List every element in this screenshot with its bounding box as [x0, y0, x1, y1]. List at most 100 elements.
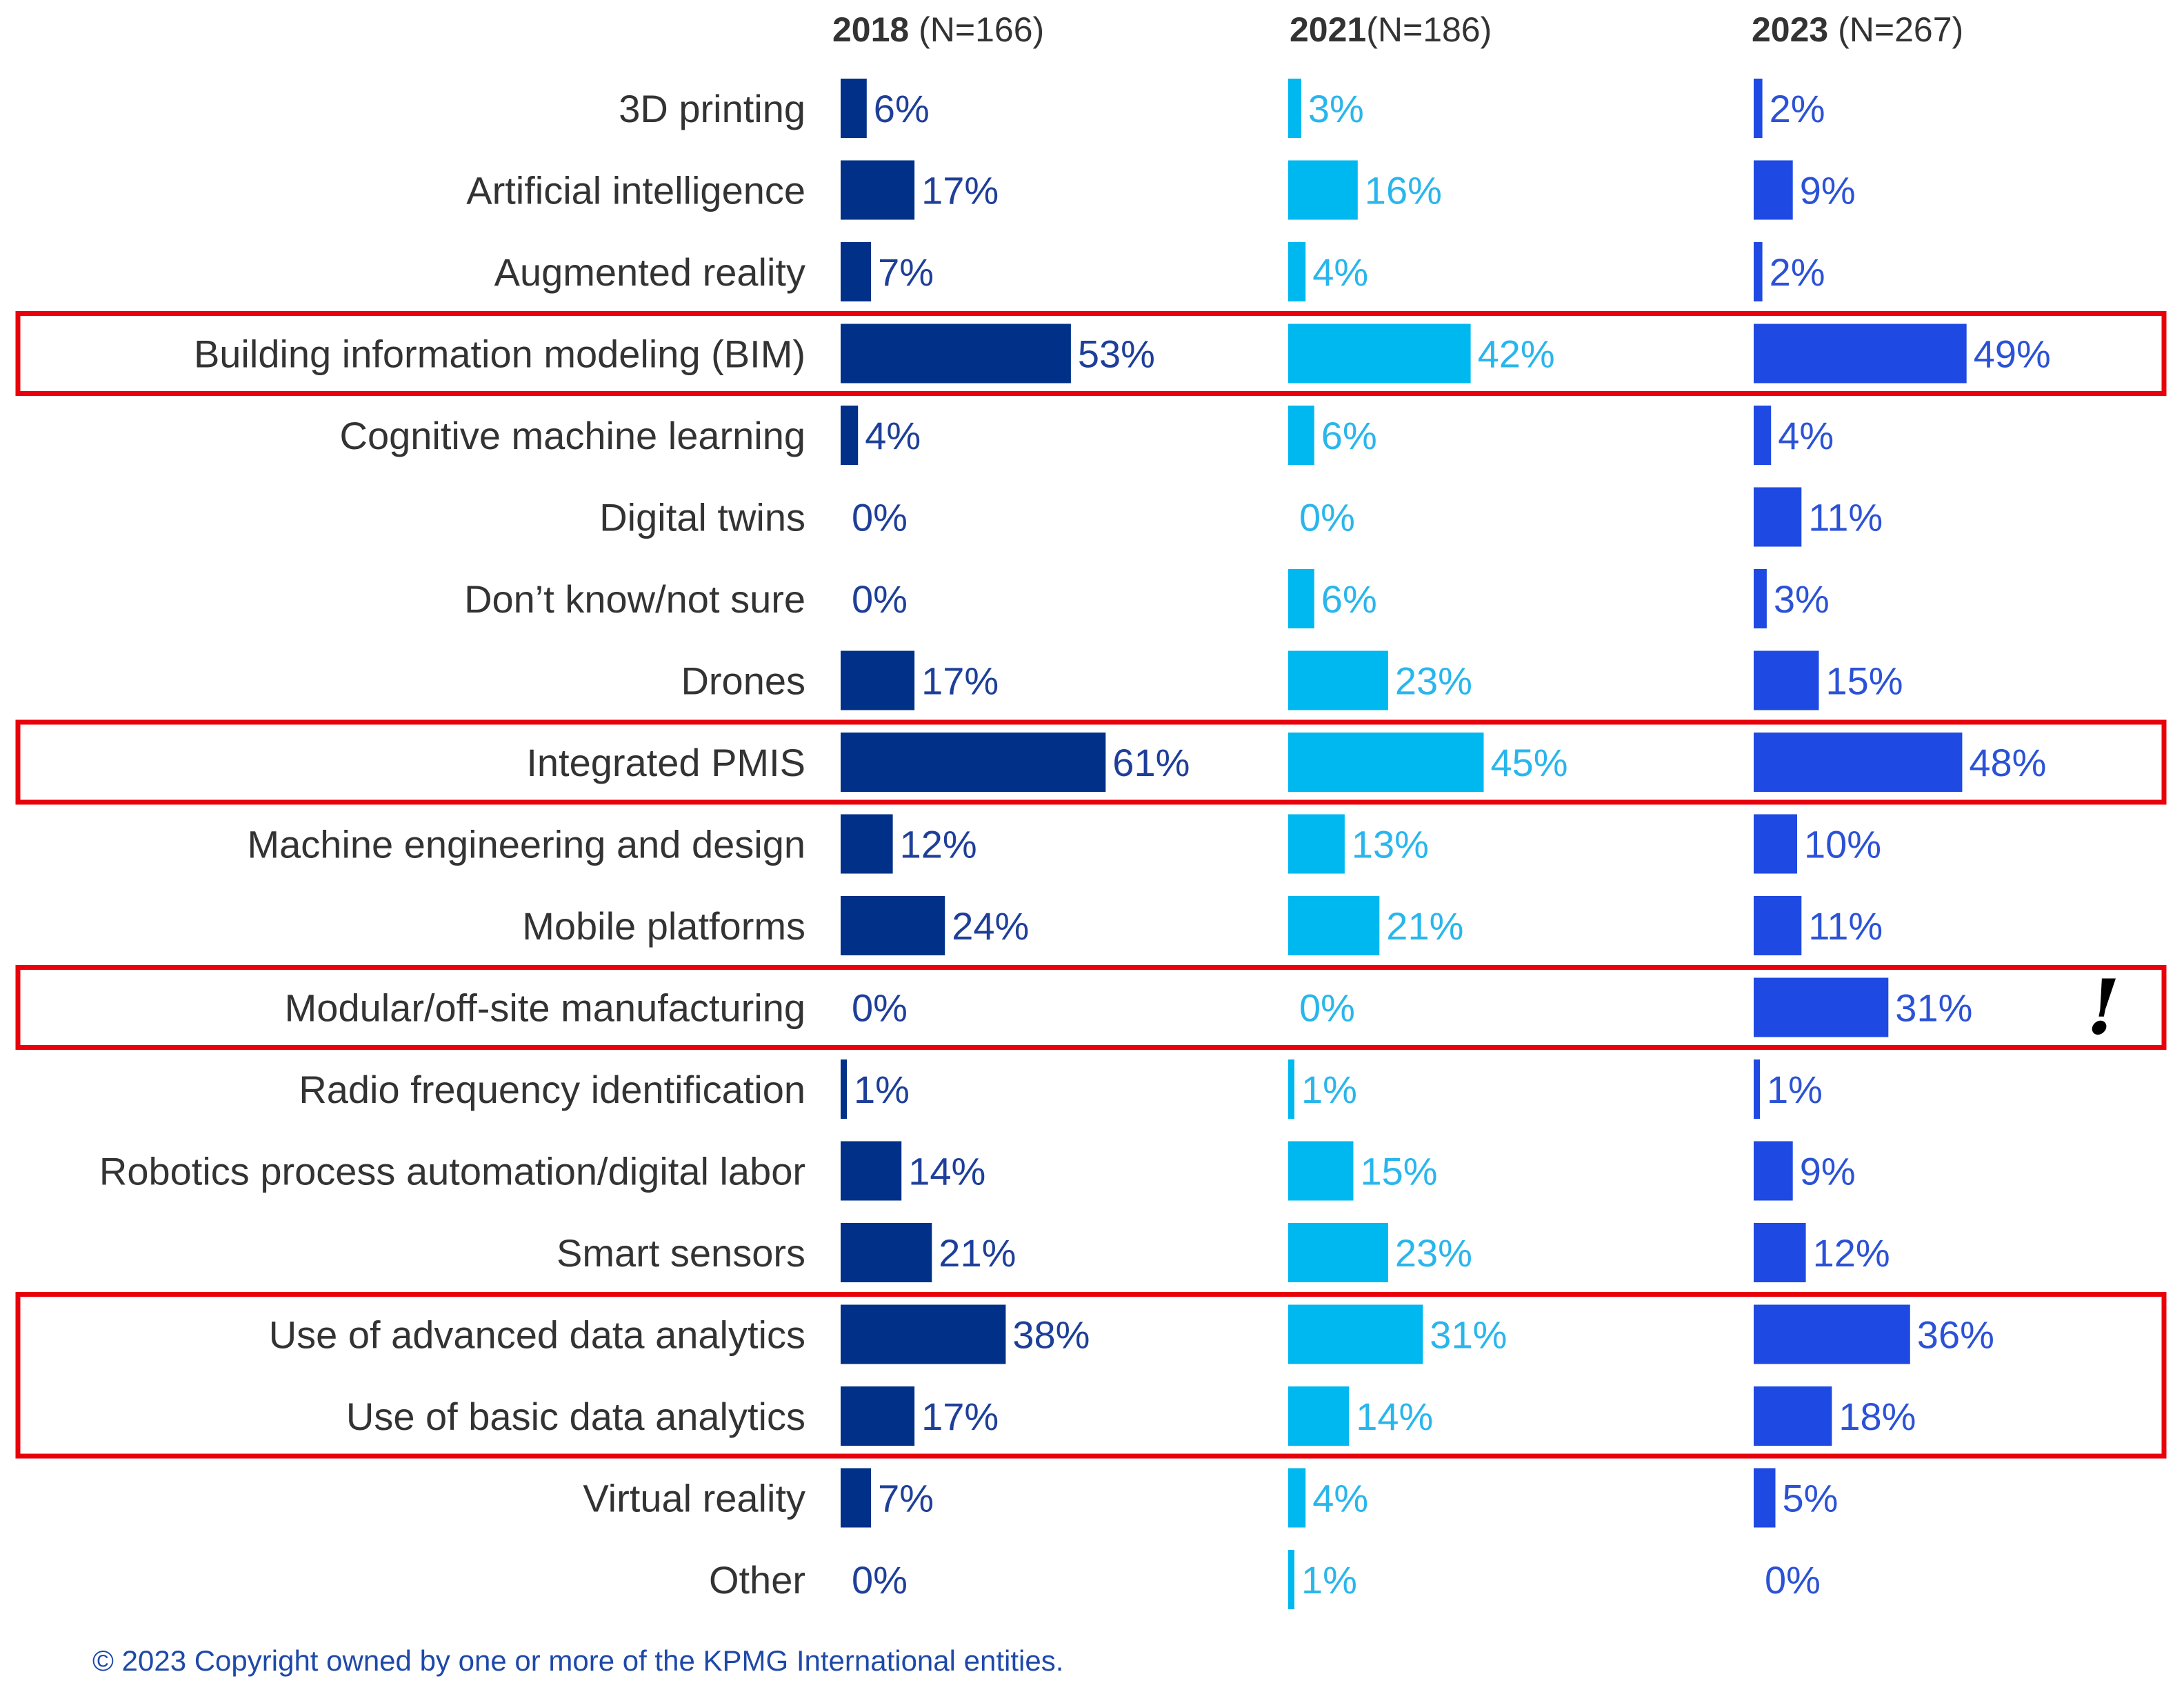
value-label-2021: 16%	[1365, 169, 1442, 212]
highlight-box	[15, 719, 2167, 805]
value-label-2021: 3%	[1308, 87, 1364, 130]
highlight-box	[15, 965, 2167, 1050]
copyright-footer: © 2023 Copyright owned by one or more of…	[92, 1644, 1063, 1677]
bar-2018	[841, 160, 915, 220]
bar-2018	[841, 733, 1106, 792]
value-label-2018: 7%	[878, 1477, 934, 1520]
value-label-2023: 31%	[1895, 986, 1972, 1030]
bar-2021	[1288, 324, 1471, 384]
bar-2021	[1288, 1468, 1306, 1528]
bar-2018	[841, 79, 867, 138]
bar-2021	[1288, 79, 1301, 138]
category-label: Other	[709, 1558, 805, 1602]
value-label-2023: 9%	[1800, 1150, 1856, 1193]
bar-2018	[841, 896, 945, 955]
value-label-2023: 12%	[1813, 1231, 1890, 1275]
bar-2018	[841, 1386, 915, 1446]
category-label: Drones	[681, 659, 805, 703]
labels: 3D printing Artificial intelligence Augmen…	[99, 87, 2120, 1602]
bar-2023	[1754, 1386, 1832, 1446]
value-label-2023: 2%	[1770, 87, 1825, 130]
column-header-2021: 2021(N=186)	[1290, 10, 1492, 49]
bar-2023	[1754, 160, 1793, 220]
value-label-2023: 10%	[1804, 823, 1881, 866]
bar-2023	[1754, 650, 1819, 710]
value-label-2018: 0%	[852, 1558, 908, 1602]
value-label-2018: 38%	[1012, 1313, 1090, 1357]
value-label-2023: 3%	[1774, 577, 1830, 621]
value-label-2018: 14%	[908, 1150, 985, 1193]
category-label: Building information modeling (BIM)	[194, 332, 805, 376]
bar-2021	[1288, 242, 1306, 301]
highlight-box	[15, 1292, 2167, 1459]
value-label-2021: 23%	[1395, 659, 1472, 703]
bar-2018	[841, 814, 893, 874]
header-year-2021: 2021	[1290, 10, 1366, 49]
value-label-2021: 14%	[1356, 1395, 1433, 1438]
header-n-2018: (N=166)	[909, 10, 1044, 49]
bars	[841, 79, 1967, 1609]
value-label-2021: 1%	[1301, 1068, 1357, 1111]
bar-2023	[1754, 896, 1802, 955]
category-label: Machine engineering and design	[248, 823, 805, 866]
value-label-2018: 53%	[1078, 332, 1155, 376]
bar-2023	[1754, 569, 1767, 628]
bar-2018	[841, 324, 1071, 384]
bar-2018	[841, 242, 872, 301]
category-label: Use of advanced data analytics	[269, 1313, 805, 1357]
bar-2021	[1288, 896, 1380, 955]
bar-2021	[1288, 1059, 1294, 1119]
value-label-2023: 1%	[1767, 1068, 1823, 1111]
value-label-2018: 4%	[865, 414, 921, 457]
value-label-2018: 0%	[852, 496, 908, 539]
bar-2021	[1288, 650, 1388, 710]
category-label: Don’t know/not sure	[464, 577, 805, 621]
value-label-2021: 6%	[1321, 577, 1377, 621]
bar-2021	[1288, 160, 1358, 220]
value-label-2021: 1%	[1301, 1558, 1357, 1602]
bar-2018	[841, 1468, 872, 1528]
column-headers: 2018 (N=166) 2021(N=186) 2023 (N=267)	[832, 10, 1963, 49]
bar-2023	[1754, 814, 1797, 874]
value-label-2021: 0%	[1299, 496, 1355, 539]
category-label: Smart sensors	[557, 1231, 805, 1275]
header-n-2023: (N=267)	[1828, 10, 1963, 49]
bar-2018	[841, 1141, 902, 1201]
value-label-2021: 0%	[1299, 986, 1355, 1030]
bar-2023	[1754, 1059, 1760, 1119]
bar-2023	[1754, 242, 1763, 301]
value-label-2021: 4%	[1312, 1477, 1368, 1520]
header-year-2018: 2018	[832, 10, 909, 49]
bar-2018	[841, 1059, 847, 1119]
value-label-2023: 48%	[1969, 741, 2046, 784]
exclamation-annotation: !	[2087, 963, 2120, 1052]
value-label-2023: 49%	[1974, 332, 2051, 376]
header-year-2023: 2023	[1752, 10, 1828, 49]
header-n-2021: (N=186)	[1366, 10, 1492, 49]
column-header-2018: 2018 (N=166)	[832, 10, 1044, 49]
bar-2023	[1754, 977, 1889, 1037]
value-label-2018: 17%	[921, 1395, 999, 1438]
value-label-2018: 12%	[900, 823, 977, 866]
bar-2023	[1754, 406, 1772, 465]
value-label-2023: 2%	[1770, 250, 1825, 294]
bar-2021	[1288, 733, 1484, 792]
value-label-2021: 15%	[1361, 1150, 1438, 1193]
category-label: Cognitive machine learning	[340, 414, 806, 457]
category-label: Mobile platforms	[522, 904, 805, 948]
value-label-2023: 11%	[1808, 904, 1883, 948]
value-label-2023: 0%	[1765, 1558, 1821, 1602]
value-label-2021: 21%	[1386, 904, 1463, 948]
bar-2021	[1288, 1550, 1294, 1609]
bar-2021	[1288, 814, 1345, 874]
value-label-2018: 0%	[852, 986, 908, 1030]
value-label-2018: 24%	[952, 904, 1029, 948]
value-label-2021: 13%	[1352, 823, 1429, 866]
highlight-boxes	[15, 311, 2167, 1459]
value-label-2018: 61%	[1112, 741, 1190, 784]
value-label-2023: 36%	[1917, 1313, 1994, 1357]
value-label-2021: 31%	[1430, 1313, 1507, 1357]
category-label: Robotics process automation/digital labo…	[99, 1150, 805, 1193]
category-label: Artificial intelligence	[466, 169, 805, 212]
